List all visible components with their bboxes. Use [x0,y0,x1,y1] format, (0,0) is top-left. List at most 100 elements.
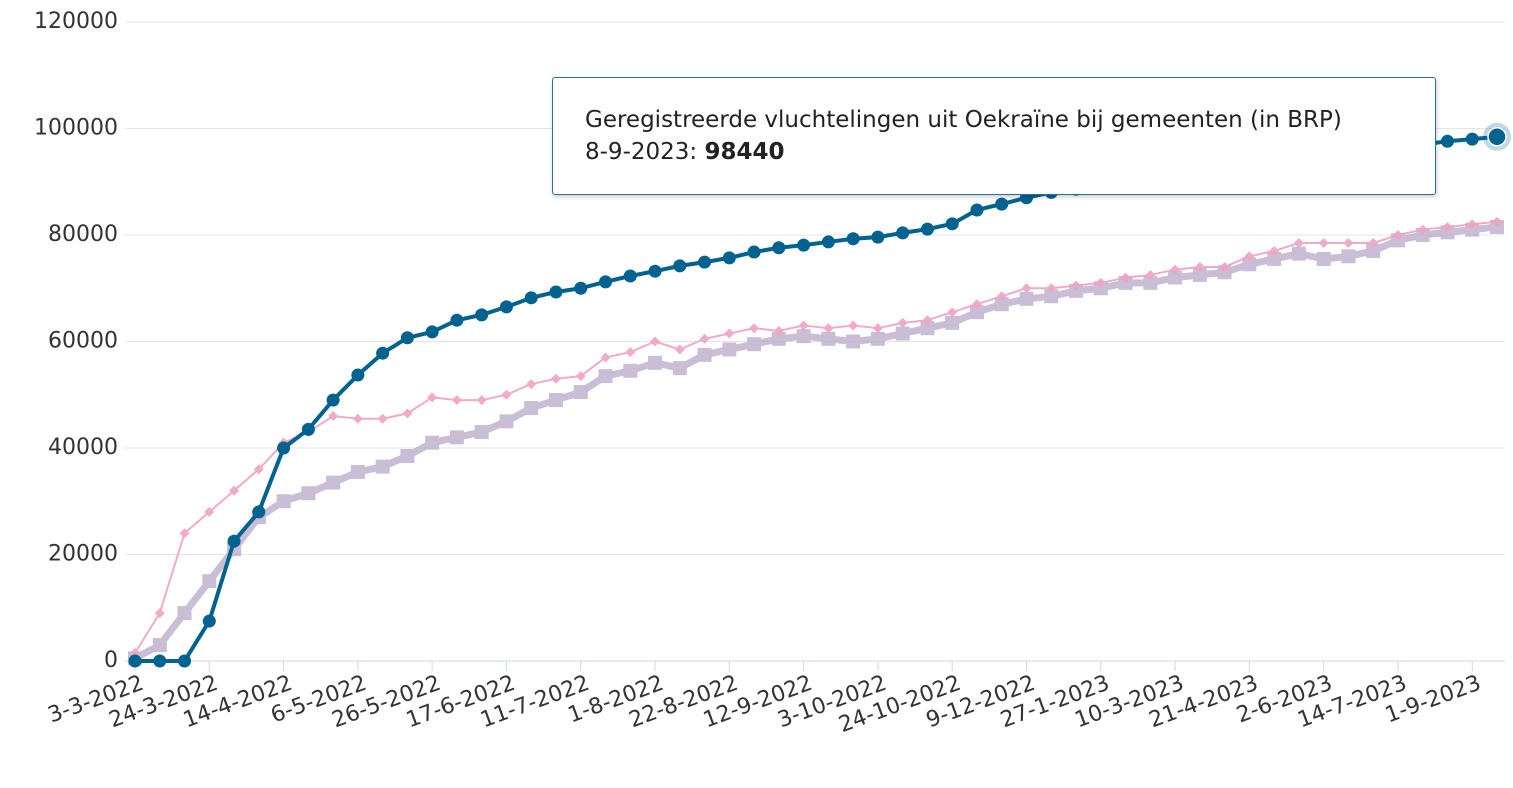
marker [427,392,438,403]
marker [1490,220,1504,235]
marker [1242,257,1257,272]
marker [301,486,316,501]
marker [526,379,537,390]
marker [229,485,240,496]
marker [1316,251,1331,266]
marker [1440,134,1454,148]
marker [920,222,934,236]
marker [1291,246,1306,261]
marker [1269,245,1280,256]
y-tick-label: 60000 [48,329,118,354]
tooltip-sep: : [689,139,698,165]
marker [253,464,264,475]
marker [451,395,462,406]
marker [1143,275,1158,290]
marker [920,321,935,336]
marker [425,325,439,339]
marker [897,317,908,328]
marker [945,315,960,330]
marker [798,320,809,331]
marker [922,315,933,326]
marker [1318,237,1329,248]
marker [970,203,984,217]
marker [1392,230,1403,240]
marker [550,373,561,384]
marker [276,494,291,509]
marker [1442,222,1453,233]
marker [475,308,489,322]
marker [252,505,266,519]
y-tick-label: 0 [104,648,118,673]
marker [895,326,910,341]
marker [821,235,835,249]
marker [994,297,1009,312]
marker [202,574,217,589]
marker [947,307,958,318]
marker [971,299,982,310]
marker [548,393,563,408]
marker [1467,219,1478,230]
marker [227,534,241,548]
marker [352,413,363,424]
marker [995,197,1009,211]
marker [1168,270,1183,285]
marker [598,369,613,384]
marker [1019,291,1034,306]
marker [178,654,192,668]
series [128,122,1511,668]
marker [674,344,685,355]
marker [749,323,760,334]
marker [1487,127,1507,147]
marker [425,435,440,450]
y-tick-label: 40000 [48,435,118,460]
marker [1343,237,1354,248]
marker [575,371,586,382]
marker [599,275,613,289]
marker [1071,280,1082,291]
marker [549,285,563,299]
marker [698,255,712,269]
y-tick-label: 80000 [48,222,118,247]
series-line [134,220,1498,654]
y-tick-label: 20000 [48,542,118,567]
marker [1415,228,1430,242]
tooltip: Geregistreerde vluchtelingen uit Oekraïn… [552,77,1436,195]
marker [1465,132,1479,146]
tooltip-body: 8-9-2023: 98440 [585,136,1435,168]
marker [722,342,737,357]
marker [202,614,216,628]
marker [623,269,637,283]
marker [771,331,786,346]
marker [204,506,215,517]
marker [376,346,390,360]
series [128,220,1504,666]
marker [177,606,192,621]
marker [724,328,735,339]
y-tick-label: 100000 [34,116,118,141]
marker [1217,265,1232,280]
marker [722,251,736,265]
marker [1293,237,1304,248]
y-tick-label: 120000 [34,9,118,34]
marker [154,608,165,619]
marker [846,232,860,246]
series [130,216,1502,659]
marker [945,217,959,231]
marker [1192,267,1207,282]
marker [474,425,489,440]
marker [872,323,883,334]
marker [697,347,712,362]
marker [501,389,512,400]
marker [1219,261,1230,272]
marker [301,422,315,436]
marker [1194,261,1205,272]
marker [351,368,365,382]
marker [648,264,662,278]
marker [846,334,861,349]
marker [1368,237,1379,248]
marker [375,459,390,474]
marker [152,638,167,653]
series-line [133,223,1498,662]
marker [1120,272,1131,283]
